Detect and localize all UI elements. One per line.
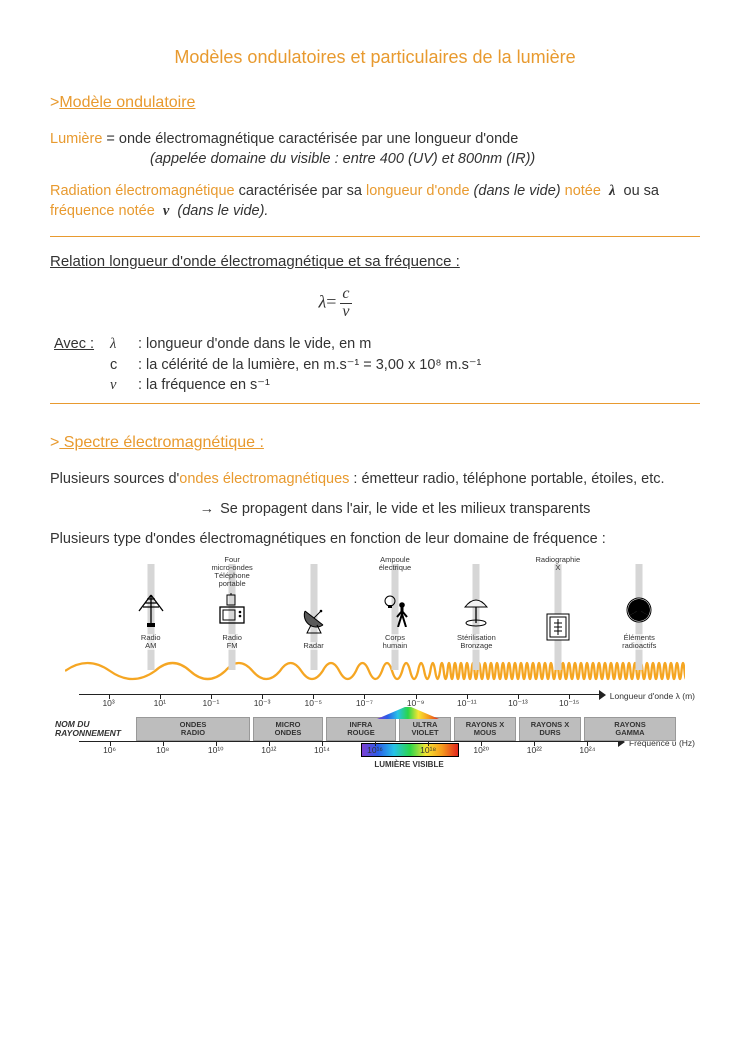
- divider: [50, 236, 700, 237]
- antenna-icon: [136, 593, 166, 633]
- divider: [50, 403, 700, 404]
- lambda-formula: λ=cν: [0, 286, 700, 321]
- propagation-line: Se propagent dans l'air, le vide et les …: [50, 499, 700, 519]
- axis-tick: 10⁸: [136, 742, 189, 754]
- source-icon-cell: AmpouleélectriqueCorpshumain: [354, 560, 435, 650]
- source-icon-cell: RadiographieX: [517, 560, 598, 650]
- axis-tick: 10⁻¹¹: [441, 695, 492, 707]
- section-heading-modele: Modèle ondulatoire: [50, 92, 700, 114]
- rad-icon: [624, 593, 654, 633]
- source-icon-cell: Élémentsradioactifs: [599, 560, 680, 650]
- axis-tick: 10⁻⁷: [339, 695, 390, 707]
- axis-tick: 10⁻⁵: [288, 695, 339, 707]
- axis-tick: 10²²: [508, 742, 561, 754]
- lumiere-subnote: (appelée domaine du visible : entre 400 …: [50, 149, 535, 169]
- frequency-axis: 10⁶10⁸10¹⁰10¹²10¹⁴10¹⁶10¹⁸10²⁰10²²10²⁴ F…: [55, 741, 695, 754]
- source-icon-cell: StérilisationBronzage: [436, 560, 517, 650]
- axis-tick: 10⁻⁹: [390, 695, 441, 707]
- axis-tick: 10²⁰: [455, 742, 508, 754]
- lumiere-term: Lumière: [50, 131, 102, 147]
- axis-tick: 10²⁴: [561, 742, 614, 754]
- wavelength-axis-label: Longueur d'onde λ (m): [610, 691, 695, 703]
- source-icon-cell: Fourmicro-ondesTéléphoneportableRadioFM: [191, 560, 272, 650]
- wavelength-axis: 10³10¹10⁻¹10⁻³10⁻⁵10⁻⁷10⁻⁹10⁻¹¹10⁻¹³10⁻¹…: [55, 694, 695, 707]
- radiation-term: Radiation électromagnétique: [50, 183, 235, 199]
- visible-light-strip: LUMIÈRE VISIBLE: [133, 707, 675, 735]
- sources-paragraph: Plusieurs sources d'ondes électromagnéti…: [50, 469, 700, 489]
- xray-icon: [543, 610, 573, 650]
- axis-tick: 10¹⁰: [189, 742, 242, 754]
- axis-tick: 10⁶: [83, 742, 136, 754]
- lumiere-definition: Lumière = onde électromagnétique caracté…: [50, 129, 700, 170]
- axis-tick: 10⁻¹⁵: [544, 695, 595, 707]
- sources-icon-row: RadioAMFourmicro-ondesTéléphoneportableR…: [55, 560, 695, 650]
- variable-definitions: Avec : λ : longueur d'onde dans le vide,…: [54, 334, 700, 395]
- avec-label: Avec :: [54, 334, 110, 354]
- axis-tick: 10¹: [134, 695, 185, 707]
- source-icon-cell: RadioAM: [110, 560, 191, 650]
- relation-heading: Relation longueur d'onde électromagnétiq…: [50, 251, 700, 272]
- axis-tick: 10¹²: [242, 742, 295, 754]
- axis-tick: 10¹⁶: [348, 742, 401, 754]
- radiation-definition: Radiation électromagnétique caractérisée…: [50, 181, 700, 222]
- bulb-icon: [380, 593, 410, 633]
- section-heading-spectre: Spectre électromagnétique :: [50, 432, 700, 454]
- bands-label: NOM DURAYONNEMENT: [55, 720, 133, 738]
- axis-tick: 10³: [83, 695, 134, 707]
- em-spectrum-diagram: RadioAMFourmicro-ondesTéléphoneportableR…: [55, 560, 695, 755]
- axis-tick: 10⁻¹³: [492, 695, 543, 707]
- types-paragraph: Plusieurs type d'ondes électromagnétique…: [50, 529, 700, 549]
- source-icon-cell: Radar: [273, 560, 354, 650]
- axis-tick: 10¹⁴: [295, 742, 348, 754]
- visible-light-label: LUMIÈRE VISIBLE: [361, 759, 457, 770]
- page-title: Modèles ondulatoires et particulaires de…: [50, 45, 700, 70]
- axis-tick: 10¹⁸: [402, 742, 455, 754]
- axis-tick: 10⁻¹: [185, 695, 236, 707]
- umbrella-icon: [461, 593, 491, 633]
- microwave-icon: [217, 593, 247, 633]
- dish-icon: [299, 601, 329, 641]
- axis-tick: 10⁻³: [237, 695, 288, 707]
